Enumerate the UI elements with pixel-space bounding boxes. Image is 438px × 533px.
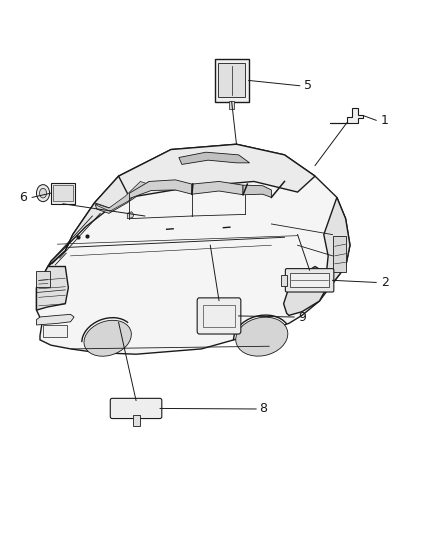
Bar bbox=[133, 415, 140, 426]
Polygon shape bbox=[110, 144, 315, 208]
Bar bbox=[332, 236, 346, 272]
Bar bbox=[51, 182, 75, 204]
Bar bbox=[43, 325, 67, 337]
Polygon shape bbox=[36, 144, 350, 354]
Ellipse shape bbox=[236, 317, 288, 356]
Text: 2: 2 bbox=[381, 276, 389, 289]
Polygon shape bbox=[127, 212, 134, 219]
Bar bbox=[218, 63, 245, 98]
Bar bbox=[36, 271, 50, 287]
Polygon shape bbox=[324, 197, 350, 284]
Ellipse shape bbox=[84, 320, 131, 356]
Polygon shape bbox=[284, 266, 328, 316]
Text: 1: 1 bbox=[381, 114, 389, 127]
Text: 9: 9 bbox=[298, 311, 306, 324]
Polygon shape bbox=[192, 181, 243, 195]
Polygon shape bbox=[95, 181, 149, 213]
Ellipse shape bbox=[36, 184, 49, 201]
Text: 5: 5 bbox=[304, 79, 312, 92]
Polygon shape bbox=[36, 314, 74, 325]
Bar bbox=[229, 101, 234, 109]
Polygon shape bbox=[130, 180, 192, 198]
Text: 8: 8 bbox=[259, 402, 267, 415]
Bar bbox=[281, 275, 287, 286]
Polygon shape bbox=[36, 266, 68, 310]
Bar bbox=[53, 185, 73, 201]
FancyBboxPatch shape bbox=[197, 298, 241, 334]
Polygon shape bbox=[48, 176, 130, 266]
Text: 6: 6 bbox=[19, 191, 27, 204]
Polygon shape bbox=[179, 152, 250, 165]
Bar bbox=[215, 59, 249, 102]
FancyBboxPatch shape bbox=[110, 398, 162, 418]
Polygon shape bbox=[96, 181, 148, 211]
Polygon shape bbox=[330, 108, 363, 123]
Polygon shape bbox=[243, 185, 272, 197]
FancyBboxPatch shape bbox=[286, 269, 334, 292]
Bar bbox=[203, 305, 235, 327]
Bar bbox=[290, 273, 329, 287]
Ellipse shape bbox=[39, 188, 46, 198]
